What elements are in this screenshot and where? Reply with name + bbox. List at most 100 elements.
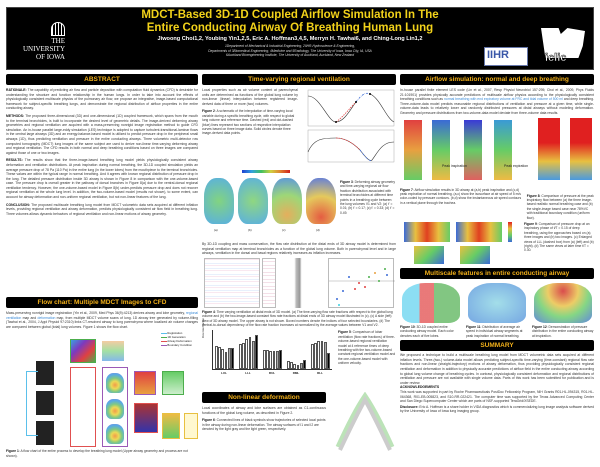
flowchart-text: Mass-preserving nonrigid image registrat…: [6, 311, 198, 329]
bar: [327, 353, 330, 370]
fig8a-pressure-airway: [538, 117, 560, 180]
fig12-pressure: [534, 283, 592, 323]
figures-10-12: [400, 281, 594, 325]
label: Figure 6: [202, 418, 215, 423]
nonlinear-heading: Non-linear deformation: [202, 392, 326, 403]
scatter-points: [329, 267, 395, 306]
panel-label: (c): [282, 228, 286, 232]
bar: [279, 350, 282, 370]
text: : A schematic of the interpolation of ti…: [202, 109, 295, 136]
fig4c-airway-model: [280, 257, 316, 308]
fig3-lung-a: [204, 178, 234, 224]
x-tick-label: RLL: [317, 371, 323, 376]
fig10-12-captions: Figure 10: 3D-1D coupled entire conducti…: [400, 325, 594, 338]
fig10-lobes: [402, 283, 460, 323]
ct-image-1: [36, 361, 54, 386]
fig9d-enlarged: [460, 246, 490, 264]
regional-air-volume-image: [134, 371, 156, 396]
fig4b-constant-plot: [262, 257, 276, 308]
text: Eric A. Hoffman is a share holder in VID…: [400, 404, 594, 414]
legend-item: 1D Generation: [160, 335, 192, 339]
figure-12-caption: Figure 12: Demonstration of pressure dis…: [532, 325, 594, 338]
x-tick-label: LLL: [245, 371, 251, 376]
figure-2-caption: Figure 2: A schematic of the interpolati…: [202, 109, 298, 135]
abstract-methods: METHODS: The proposed three-dimensional …: [6, 114, 198, 155]
ventilation-heading: Time-varying regional ventilation: [202, 74, 396, 85]
bar: [275, 350, 279, 370]
figure-3-caption: Figure 3: Deforming airway geometry and …: [340, 180, 396, 215]
fig7b-airway: [432, 119, 450, 180]
colorbar: [242, 170, 290, 173]
legend-label: Registration: [167, 331, 183, 336]
figure-7-and-8: Peak inspiration Peak expiration: [400, 117, 594, 188]
air-volume-3: [106, 424, 124, 445]
iclic-logo-text: iclic: [545, 52, 567, 65]
logo-text-line: UNIVERSITY: [23, 45, 65, 53]
bar: [290, 361, 293, 370]
figure-1-flowchart: Registration 1D Generation Airway Deform…: [6, 331, 198, 449]
cfd-simulation-image: [184, 413, 198, 440]
poster-banner: THE UNIVERSITY OF IOWA: [6, 7, 594, 70]
abstract-results: RESULTS: The results show that the three…: [6, 158, 198, 199]
bar: [227, 348, 231, 370]
iihr-logo: IIHR: [484, 47, 528, 66]
logo-text-line: OF IOWA: [36, 53, 65, 61]
bar: [303, 360, 306, 370]
fig9b-airway: [456, 222, 502, 242]
bar: [320, 340, 324, 370]
text: : Deforming airway geometry and time-var…: [340, 180, 395, 215]
bar: [215, 346, 218, 370]
affiliation-line: 6Auckland Bioengineering Institute, The …: [225, 53, 355, 57]
bar: [287, 361, 290, 370]
capitol-dome-icon: [51, 22, 65, 36]
bar: [218, 346, 221, 370]
legend-item: Boundary Condition: [160, 343, 192, 348]
legend-item: Airway Deformation: [160, 339, 192, 343]
multiscale-heading: Multiscale features in entire conducting…: [400, 268, 594, 279]
figure-10-caption: Figure 10: 3D-1D coupled entire conducti…: [400, 325, 462, 338]
text: : 3D-1D coupled entire conducting airway…: [400, 325, 454, 338]
author-list: Jiwoong Choi1,2, Youbing Yin1,2,5, Eric …: [157, 36, 423, 42]
text: : Comparison of lobar ventilation (flow …: [338, 330, 396, 366]
nonlinear-body: Local coordinates of airway and lobe sur…: [202, 406, 326, 415]
text: The proposed three-dimensional (3D) and …: [6, 113, 198, 155]
label: Figure 2: [202, 109, 215, 114]
x-tick-label: RML: [292, 371, 300, 376]
figure-6-airway-trajectories: [334, 391, 396, 452]
fig7d-airway: [494, 119, 512, 180]
title-line-2: Entire Conducting Airway Of Breathing Hu…: [146, 22, 434, 34]
text: : A flow chart of the entire process to …: [6, 449, 188, 458]
figure-11-caption: Figure 11: Distribution of average air s…: [466, 325, 528, 338]
bar: [231, 348, 234, 370]
registration-connector: [26, 371, 38, 437]
ct-image-3: [36, 421, 54, 446]
bar: [263, 350, 266, 370]
bar: [221, 349, 225, 370]
fig7a-airway: [404, 119, 422, 180]
logo-text-line: THE: [51, 37, 65, 45]
column-middle: Time-varying regional ventilation Local …: [202, 74, 396, 376]
fig9c-enlarged: [414, 246, 444, 264]
label: Figure 1: [6, 449, 19, 454]
text: The results show that the three-image-ba…: [6, 158, 198, 200]
x-tick-label: LUL: [221, 371, 227, 376]
bar: [239, 344, 242, 370]
panel-label: (b): [248, 228, 252, 232]
bar: [311, 344, 314, 370]
figure-3: (a) (b) (c) (d) Figure 3: Deforming airw…: [202, 170, 396, 242]
figure-7-caption: Figure 7: Airflow simulation results in …: [400, 188, 523, 220]
column-left: ABSTRACT RATIONALE: The capability of pr…: [6, 74, 198, 216]
text: The proposed multiscale breathing lung m…: [6, 202, 198, 216]
fig3-lung-b: [238, 178, 268, 224]
label: RESULTS:: [6, 158, 23, 163]
interpolation-curves: [307, 89, 395, 163]
bar-chart-plot-area: [212, 330, 332, 371]
summary-heading: SUMMARY: [400, 340, 594, 352]
legend-label: Boundary Condition: [167, 343, 192, 348]
label: Figure 10: [400, 325, 415, 329]
text: map, from multiple MDCT volume scans of …: [6, 315, 198, 329]
label: CONCLUSION:: [6, 202, 30, 207]
peak-inspiration-label: Peak inspiration: [442, 163, 467, 168]
bar: [266, 350, 269, 370]
air-volumes-box: [102, 367, 128, 448]
